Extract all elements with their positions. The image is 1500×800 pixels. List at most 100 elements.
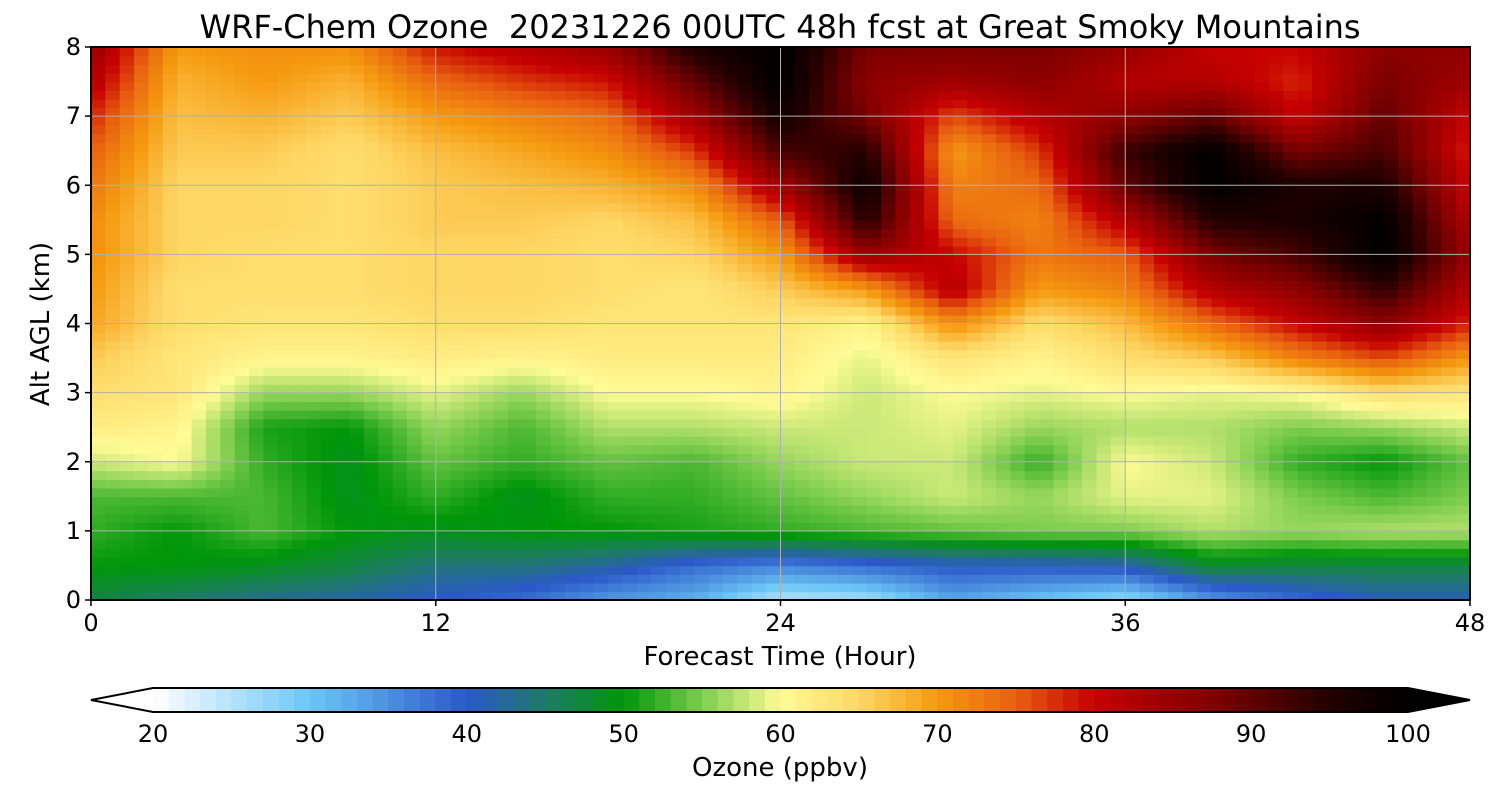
- heatmap-cell: [177, 245, 193, 256]
- heatmap-cell: [177, 280, 193, 290]
- heatmap-cell: [435, 574, 451, 584]
- heatmap-cell: [349, 245, 365, 256]
- heatmap-cell: [134, 366, 150, 377]
- heatmap-cell: [924, 418, 940, 428]
- heatmap-cell: [162, 453, 178, 463]
- heatmap-cell: [924, 323, 940, 333]
- heatmap-cell: [478, 487, 495, 498]
- heatmap-cell: [1426, 237, 1443, 247]
- heatmap-cell: [809, 228, 825, 238]
- heatmap-cell: [478, 530, 495, 541]
- heatmap-cell: [363, 461, 380, 472]
- heatmap-cell: [665, 150, 681, 161]
- heatmap-cell: [1082, 427, 1098, 437]
- heatmap-cell: [866, 513, 882, 524]
- heatmap-cell: [1283, 435, 1299, 446]
- heatmap-cell: [1240, 539, 1256, 549]
- heatmap-cell: [306, 444, 322, 454]
- heatmap-cell: [1197, 479, 1213, 489]
- heatmap-cell: [636, 539, 653, 549]
- heatmap-cell: [1139, 193, 1155, 204]
- heatmap-cell: [220, 193, 236, 204]
- heatmap-cell: [766, 504, 782, 515]
- heatmap-cell: [91, 159, 107, 169]
- heatmap-cell: [378, 288, 394, 299]
- heatmap-cell: [1283, 245, 1299, 256]
- heatmap-cell: [1039, 479, 1055, 489]
- heatmap-cell: [292, 453, 308, 463]
- heatmap-cell: [205, 513, 222, 524]
- heatmap-cell: [1125, 479, 1141, 489]
- heatmap-cell: [1067, 522, 1083, 532]
- heatmap-cell: [234, 176, 250, 187]
- heatmap-cell: [924, 332, 940, 342]
- heatmap-cell: [320, 185, 336, 195]
- heatmap-cell: [335, 574, 351, 584]
- heatmap-cell: [1326, 530, 1342, 541]
- heatmap-cell: [565, 591, 581, 600]
- heatmap-cell: [780, 366, 796, 377]
- heatmap-cell: [636, 280, 653, 290]
- heatmap-cell: [1024, 193, 1040, 204]
- heatmap-cell: [205, 237, 222, 247]
- heatmap-cell: [306, 263, 322, 273]
- heatmap-cell: [1168, 150, 1184, 161]
- heatmap-cell: [521, 193, 538, 204]
- heatmap-cell: [708, 150, 724, 161]
- heatmap-cell: [1326, 574, 1342, 584]
- heatmap-cell: [952, 530, 969, 541]
- heatmap-cell: [1039, 366, 1055, 377]
- heatmap-cell: [191, 332, 207, 342]
- heatmap-cell: [579, 582, 595, 593]
- heatmap-cell: [995, 167, 1012, 178]
- heatmap-cell: [421, 159, 437, 169]
- heatmap-cell: [1039, 263, 1055, 273]
- heatmap-cell: [665, 427, 681, 437]
- heatmap-cell: [1340, 565, 1356, 575]
- heatmap-cell: [1326, 263, 1342, 273]
- heatmap-cell: [507, 219, 523, 230]
- heatmap-cell: [622, 504, 638, 515]
- heatmap-cell: [277, 409, 293, 420]
- heatmap-cell: [220, 574, 236, 584]
- heatmap-cell: [780, 565, 796, 575]
- heatmap-cell: [565, 185, 581, 195]
- heatmap-cell: [809, 202, 825, 212]
- heatmap-cell: [119, 211, 135, 221]
- heatmap-cell: [1326, 435, 1342, 446]
- heatmap-cell: [1168, 530, 1184, 541]
- heatmap-cell: [952, 487, 969, 498]
- heatmap-cell: [320, 427, 336, 437]
- heatmap-cell: [967, 556, 983, 567]
- heatmap-cell: [1110, 271, 1127, 282]
- heatmap-cell: [1096, 271, 1112, 282]
- heatmap-cell: [249, 565, 265, 575]
- heatmap-cell: [1383, 574, 1399, 584]
- heatmap-cell: [1355, 159, 1371, 169]
- heatmap-cell: [1168, 185, 1184, 195]
- heatmap-cell: [392, 340, 408, 351]
- heatmap-cell: [220, 548, 236, 558]
- heatmap-cell: [1110, 427, 1127, 437]
- heatmap-cell: [1053, 444, 1069, 454]
- heatmap-cell: [1010, 340, 1026, 351]
- heatmap-cell: [191, 211, 207, 221]
- heatmap-cell: [593, 461, 609, 472]
- heatmap-cell: [105, 340, 121, 351]
- heatmap-cell: [708, 504, 724, 515]
- heatmap-cell: [263, 582, 279, 593]
- heatmap-cell: [119, 280, 135, 290]
- heatmap-cell: [105, 470, 121, 480]
- heatmap-cell: [306, 522, 322, 532]
- heatmap-cell: [751, 211, 767, 221]
- heatmap-cell: [1383, 176, 1399, 187]
- heatmap-cell: [277, 513, 293, 524]
- heatmap-cell: [1010, 496, 1026, 506]
- heatmap-cell: [249, 358, 265, 368]
- heatmap-cell: [952, 504, 969, 515]
- heatmap-cell: [1182, 237, 1198, 247]
- heatmap-cell: [1182, 548, 1198, 558]
- heatmap-cell: [636, 548, 653, 558]
- heatmap-cell: [1311, 470, 1328, 480]
- heatmap-cell: [550, 427, 566, 437]
